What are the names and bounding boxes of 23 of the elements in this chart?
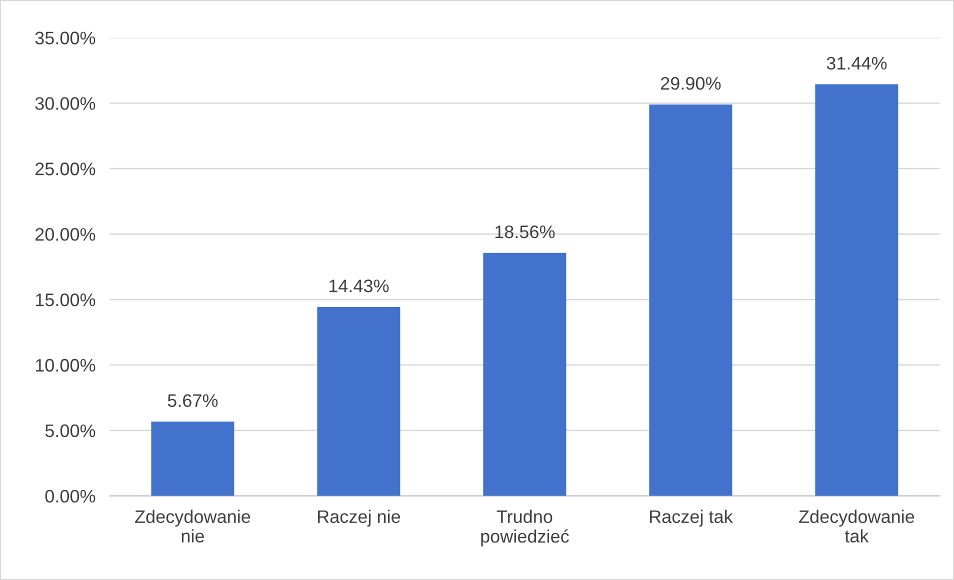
x-tick-label: Zdecydowanie tak [799, 510, 914, 542]
bar [649, 104, 732, 496]
x-tick-label: Zdecydowanie nie [135, 510, 250, 542]
y-tick-label: 35.00% [35, 32, 96, 44]
x-tick-label: Raczej nie [318, 510, 400, 527]
data-label: 31.44% [826, 56, 887, 70]
data-label: 18.56% [495, 225, 555, 238]
bar [815, 84, 898, 496]
x-tick-label: Trudno powiedzieć [481, 510, 569, 546]
bar [483, 252, 566, 496]
data-label: 29.90% [660, 77, 721, 90]
y-tick-label: 25.00% [35, 162, 96, 176]
y-tick-label: 15.00% [36, 293, 96, 306]
bar [151, 422, 234, 496]
y-tick-label: 10.00% [36, 358, 96, 372]
data-label: 5.67% [168, 394, 218, 407]
data-label: 14.43% [329, 280, 389, 292]
y-tick-label: 20.00% [35, 228, 96, 241]
y-tick-label: 30.00% [35, 97, 96, 110]
x-tick-label: Raczej tak [650, 510, 733, 527]
y-tick-label: 5.00% [45, 424, 96, 438]
bar [317, 306, 400, 496]
y-tick-label: 0.00% [45, 490, 96, 503]
